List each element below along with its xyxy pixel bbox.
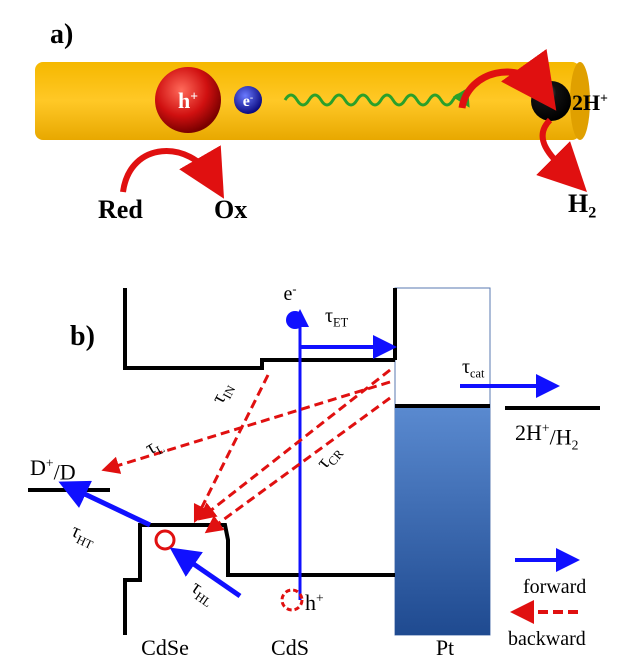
label-part: /D	[54, 460, 76, 485]
label-part: H	[568, 189, 588, 218]
label-part: D	[30, 455, 46, 480]
label-part: Pt	[436, 635, 454, 660]
tau-ht: τHT	[67, 520, 100, 553]
label-part: 2	[588, 205, 596, 222]
electron-dot	[286, 311, 304, 329]
hole-label-b: h+	[305, 590, 324, 615]
legend-forward: forward	[523, 576, 586, 598]
hole-cdse	[156, 531, 174, 549]
label-part: Ox	[214, 195, 247, 224]
oxidant-label: Ox	[214, 195, 247, 224]
proton-level-label: 2H+/H2	[515, 420, 579, 452]
legend-backward: backward	[508, 628, 586, 650]
label-part: 2H	[515, 420, 542, 445]
label-part: cat	[470, 366, 485, 380]
label-part: e	[283, 283, 292, 305]
label-part: τ	[462, 356, 470, 378]
label-part: +	[600, 90, 608, 105]
material-label: CdS	[271, 635, 309, 660]
label-part: +	[316, 590, 324, 605]
label-part: Red	[98, 195, 143, 224]
label-part: h	[305, 590, 316, 615]
protons-label: 2H+	[572, 90, 608, 115]
ht-arrow	[72, 488, 150, 525]
tau-et: τET	[325, 305, 349, 329]
label-part: h	[178, 88, 190, 113]
label-part: 2	[572, 437, 579, 452]
label-part: CdS	[271, 635, 309, 660]
label-part: CdSe	[141, 635, 189, 660]
label-part: +	[190, 88, 198, 103]
label-part: e	[243, 93, 250, 110]
label-part: backward	[508, 628, 586, 650]
material-label: CdSe	[141, 635, 189, 660]
donor-label: D+/D	[30, 455, 76, 485]
label-part: forward	[523, 576, 586, 598]
label-part: τ	[325, 305, 333, 327]
panel-b-label: b)	[70, 321, 95, 352]
label-part: 2H	[572, 90, 600, 115]
oxidation-arrow	[123, 151, 212, 192]
reductant-label: Red	[98, 195, 143, 224]
electron-label-b: e-	[283, 282, 296, 305]
material-label: Pt	[436, 635, 454, 660]
label-part: ET	[333, 315, 349, 329]
figure: a) b) h+e-2H+RedOxH2e-τETτcatτINτLτCRτHT…	[0, 0, 637, 660]
tau-in: τIN	[207, 378, 238, 408]
pt-filled	[395, 406, 490, 635]
conduction-band	[125, 288, 395, 368]
label-part: -	[250, 93, 253, 104]
hydrogen-label: H2	[568, 189, 596, 222]
valence-band	[125, 525, 395, 635]
label-part: /H	[550, 425, 572, 450]
panel-a-graphics	[35, 62, 590, 192]
label-part: -	[292, 282, 296, 296]
panel-a-label: a)	[50, 19, 73, 50]
tau-cr: τCR	[312, 440, 347, 475]
